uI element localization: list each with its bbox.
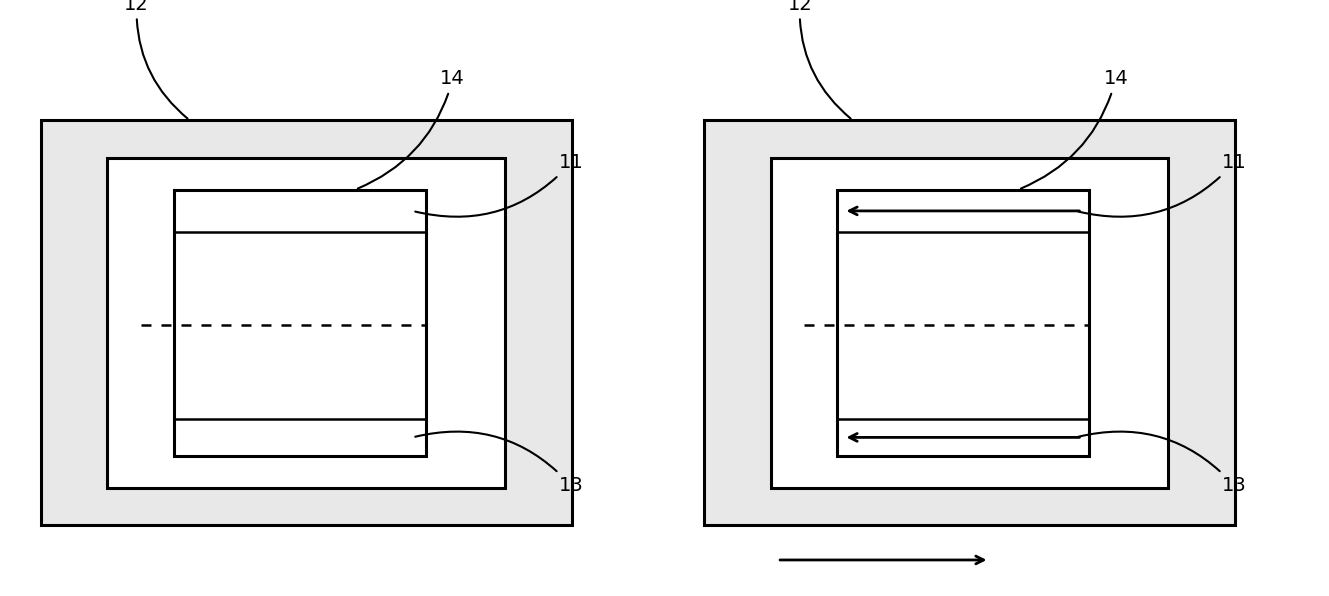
Bar (837, 190, 1088, 456)
Text: 14: 14 (1021, 69, 1128, 188)
Bar (174, 190, 425, 456)
Text: 11: 11 (1078, 153, 1247, 217)
Bar (771, 157, 1168, 488)
Bar (108, 157, 505, 488)
Bar (704, 120, 1235, 525)
Text: 13: 13 (1078, 432, 1247, 495)
Text: 14: 14 (358, 69, 465, 188)
Text: 12: 12 (125, 0, 187, 119)
Text: 12: 12 (787, 0, 851, 119)
Bar (41, 120, 571, 525)
Text: 11: 11 (415, 153, 583, 217)
Text: 13: 13 (415, 432, 583, 495)
